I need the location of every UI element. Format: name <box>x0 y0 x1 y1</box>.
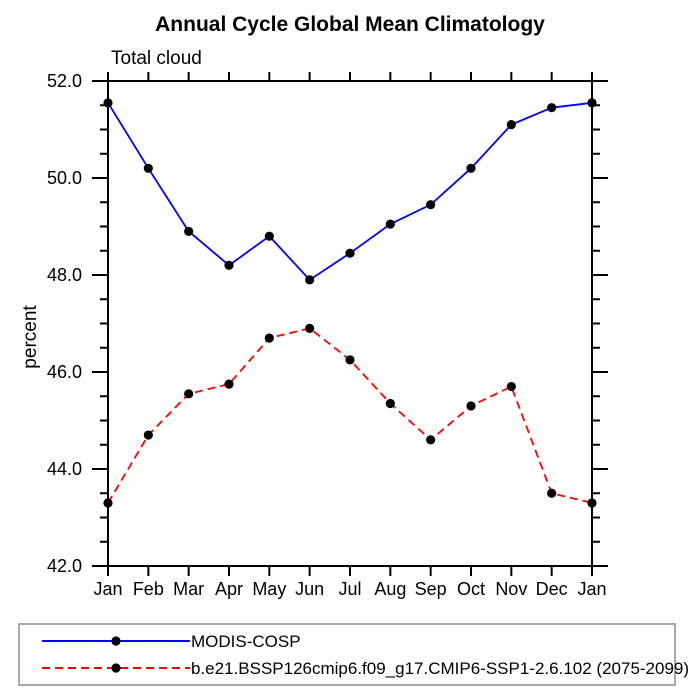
y-tick-label: 44.0 <box>47 459 82 479</box>
x-tick-label: Jan <box>93 579 122 599</box>
chart-subtitle: Total cloud <box>111 48 202 69</box>
data-point-marker <box>426 200 436 210</box>
y-tick-label: 50.0 <box>47 168 82 188</box>
data-point-marker <box>506 381 516 392</box>
data-point-marker <box>547 103 557 113</box>
series-line-1 <box>107 327 593 504</box>
data-point-marker <box>547 488 557 498</box>
data-point-marker <box>466 401 476 411</box>
x-tick-label: Sep <box>415 579 447 599</box>
x-tick-label: Aug <box>374 579 406 599</box>
legend-label-observation: MODIS-COSP <box>191 631 301 651</box>
data-point-marker <box>345 355 355 365</box>
data-point-marker <box>385 398 395 409</box>
x-tick-label: Dec <box>536 579 568 599</box>
x-tick-label: Oct <box>457 579 485 599</box>
legend-item-model: b.e21.BSSP126cmip6.f09_g17.CMIP6-SSP1-2.… <box>41 655 689 682</box>
data-point-marker <box>426 435 436 445</box>
x-tick-label: Jun <box>295 579 324 599</box>
legend-marker-dot-icon <box>111 636 121 646</box>
data-point-marker <box>305 323 315 333</box>
x-tick-label: Mar <box>173 579 204 599</box>
data-point-marker <box>264 333 274 343</box>
x-tick-label: Feb <box>133 579 164 599</box>
y-tick-label: 48.0 <box>47 265 82 285</box>
legend-item-modis-cosp: MODIS-COSP <box>41 628 674 655</box>
x-tick-label: Jul <box>338 579 361 599</box>
y-tick-label: 46.0 <box>47 362 82 382</box>
legend-box: MODIS-COSP b.e21.BSSP126cmip6.f09_g17.CM… <box>18 623 689 686</box>
data-point-marker <box>345 248 355 258</box>
y-tick-label: 52.0 <box>47 71 82 91</box>
legend-label-model: b.e21.BSSP126cmip6.f09_g17.CMIP6-SSP1-2.… <box>191 658 690 678</box>
x-tick-label: May <box>252 579 286 599</box>
chart-title: Annual Cycle Global Mean Climatology <box>155 13 545 36</box>
data-point-marker <box>184 226 194 236</box>
data-point-marker <box>224 260 234 270</box>
data-point-marker <box>587 98 597 108</box>
data-point-marker <box>264 231 274 241</box>
data-point-marker <box>506 120 516 130</box>
y-axis-label: percent <box>20 305 41 369</box>
data-point-marker <box>184 389 194 399</box>
plot-frame <box>107 80 593 567</box>
legend-marker-dot-icon <box>111 663 121 673</box>
data-point-marker <box>143 430 153 440</box>
data-point-marker <box>224 379 234 389</box>
legend-sample-solid-line <box>42 636 190 646</box>
x-tick-label: Jan <box>577 579 606 599</box>
x-tick-label: Apr <box>215 579 243 599</box>
data-point-marker <box>385 219 395 229</box>
data-point-marker <box>103 98 113 108</box>
data-point-marker <box>466 163 476 173</box>
y-tick-label: 42.0 <box>47 556 82 576</box>
data-point-marker <box>587 498 597 508</box>
plot-area: 42.0 44.0 46.0 48.0 50.0 52.0 Jan Feb Mar Apr May J… <box>47 71 608 599</box>
data-point-marker <box>103 498 113 508</box>
x-tick-label: Nov <box>495 579 527 599</box>
data-point-marker <box>143 163 153 173</box>
legend-sample-dashed-line <box>42 663 190 673</box>
data-point-marker <box>305 275 315 285</box>
chart-canvas: Annual Cycle Global Mean Climatology Tot… <box>20 13 608 599</box>
